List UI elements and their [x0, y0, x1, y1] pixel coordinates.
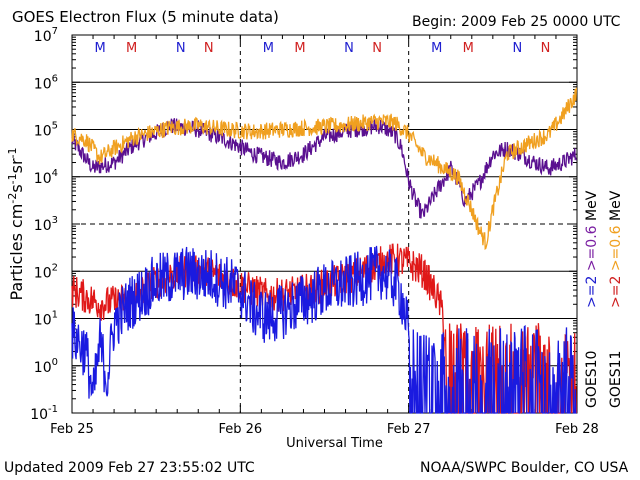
x-axis-label: Universal Time: [286, 436, 383, 451]
updated-timestamp: Updated 2009 Feb 27 23:55:02 UTC: [4, 460, 255, 476]
y-tick-label: 107: [34, 26, 58, 45]
y-tick-label: 102: [34, 262, 58, 281]
y-axis-label: Particles cm-2s-1sr-1: [6, 147, 26, 300]
y-tick-label: 10-1: [30, 404, 58, 423]
marker-label: M: [431, 41, 442, 56]
series-line: [71, 118, 578, 219]
series-line: [71, 87, 578, 250]
x-tick-label: Feb 25: [50, 422, 94, 437]
y-tick-label: 104: [34, 168, 58, 187]
y-tick-label: 101: [34, 310, 58, 329]
chart-title: GOES Electron Flux (5 minute data): [12, 8, 279, 26]
x-tick-label: Feb 26: [218, 422, 262, 437]
marker-label: M: [463, 41, 474, 56]
legend-entry-label: >=2 >=0.6 MeV: [584, 190, 600, 308]
marker-label: N: [541, 41, 551, 56]
marker-label: N: [513, 41, 523, 56]
y-tick-label: 103: [34, 215, 58, 234]
y-tick-label: 105: [34, 121, 58, 140]
begin-date: Begin: 2009 Feb 25 0000 UTC: [412, 14, 621, 30]
y-tick-label: 100: [34, 357, 58, 376]
x-tick-label: Feb 27: [387, 422, 431, 437]
marker-label: N: [204, 41, 214, 56]
marker-label: M: [94, 41, 105, 56]
legend-satellite-label: GOES10: [584, 351, 600, 408]
marker-label: N: [344, 41, 354, 56]
series-line: [71, 245, 577, 414]
marker-label: M: [263, 41, 274, 56]
y-tick-label: 106: [34, 73, 58, 92]
marker-label: N: [372, 41, 382, 56]
marker-label: M: [126, 41, 137, 56]
marker-label: M: [294, 41, 305, 56]
x-tick-label: Feb 28: [555, 422, 599, 437]
legend-satellite-label: GOES11: [608, 351, 624, 408]
legend-entry-label: >=2 >=0.6 MeV: [608, 190, 624, 308]
credit-label: NOAA/SWPC Boulder, CO USA: [420, 460, 629, 476]
marker-label: N: [176, 41, 186, 56]
